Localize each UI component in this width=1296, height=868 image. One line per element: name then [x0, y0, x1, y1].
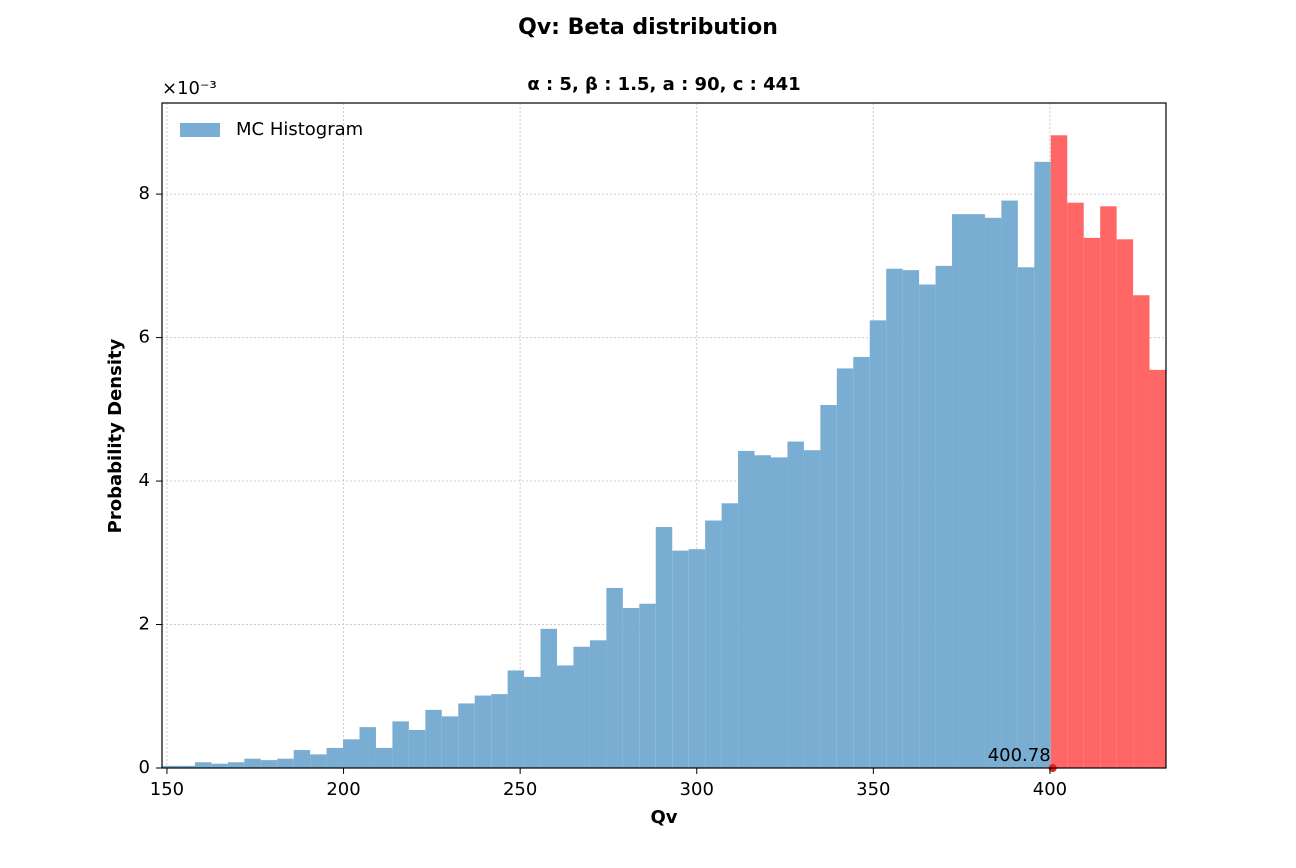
histogram-bar: [441, 716, 459, 768]
histogram-bar: [754, 455, 771, 768]
histogram-bar: [1017, 267, 1035, 768]
histogram-bar: [836, 368, 854, 768]
histogram-bar: [902, 270, 920, 768]
histogram-bar: [606, 587, 623, 768]
histogram-bar: [1050, 135, 1068, 768]
histogram-bar: [770, 457, 788, 768]
histogram-bar: [425, 709, 442, 768]
histogram-bar: [1149, 369, 1166, 768]
y-tick-label: 0: [139, 757, 150, 778]
y-axis-label: Probability Density: [105, 338, 126, 533]
histogram-bar: [392, 721, 409, 768]
y-tick-label: 6: [139, 327, 150, 348]
histogram-bar: [639, 603, 656, 768]
histogram-bar: [984, 217, 1002, 768]
histogram-bar: [326, 747, 344, 768]
histogram-bar: [1001, 200, 1018, 769]
y-tick-label: 4: [139, 470, 150, 491]
histogram-bar: [1116, 239, 1134, 768]
histogram-bar: [886, 268, 903, 768]
histogram-bar: [705, 520, 722, 768]
x-tick-label: 250: [503, 779, 537, 800]
histogram-bar: [310, 754, 327, 768]
histogram-bar: [1083, 237, 1101, 768]
histogram-bar: [968, 214, 985, 768]
histogram-bar: [820, 405, 837, 768]
y-tick-label: 2: [139, 614, 150, 635]
x-tick-label: 150: [150, 779, 184, 800]
histogram-bar: [655, 526, 673, 768]
y-tick-label: 8: [139, 183, 150, 204]
histogram-bar: [787, 441, 804, 768]
histogram-bar: [1034, 161, 1051, 768]
histogram-bar: [458, 703, 475, 768]
x-tick-label: 400: [1033, 779, 1067, 800]
legend-label: MC Histogram: [236, 119, 363, 140]
histogram-bar: [524, 676, 541, 768]
chart-subtitle: α : 5, β : 1.5, a : 90, c : 441: [527, 74, 800, 95]
histogram-bar: [935, 265, 953, 768]
histogram-bar: [244, 758, 261, 768]
histogram-bar: [853, 356, 870, 768]
histogram-bar: [194, 762, 212, 768]
histogram-bar: [408, 729, 426, 768]
histogram-bar: [211, 763, 228, 768]
histogram-bar: [573, 646, 590, 768]
histogram-bar: [474, 695, 492, 768]
histogram-bar: [1133, 295, 1150, 768]
plot-frame: [161, 102, 1167, 769]
histogram-bar: [1100, 206, 1117, 768]
histogram-bar: [952, 214, 969, 768]
histogram-bar: [277, 758, 294, 768]
histogram-bar: [178, 765, 195, 768]
histogram-bar: [507, 670, 525, 768]
histogram-bar: [491, 694, 508, 768]
histogram-bar: [293, 750, 311, 768]
histogram-bar: [869, 320, 887, 768]
x-tick-label: 300: [680, 779, 714, 800]
histogram-bar: [589, 640, 607, 768]
threshold-label: 400.78: [988, 745, 1051, 766]
x-axis-label: Qv: [650, 807, 677, 828]
histogram-bar: [1067, 202, 1084, 769]
histogram-bar: [343, 739, 360, 768]
histogram-bar: [375, 747, 393, 768]
histogram-bar: [803, 450, 821, 768]
histogram-bar: [227, 762, 245, 768]
legend-swatch: [180, 123, 220, 137]
histogram-bar: [919, 284, 936, 768]
y-offset-label: ×10⁻³: [162, 78, 217, 99]
histogram-bar: [721, 503, 739, 768]
histogram-bar: [162, 765, 179, 768]
histogram-bar: [260, 760, 278, 768]
chart-title: Qv: Beta distribution: [518, 15, 778, 40]
histogram-bar: [672, 550, 689, 768]
histogram-bar: [688, 549, 706, 768]
histogram-bar: [359, 727, 376, 768]
histogram-bar: [557, 665, 574, 768]
x-tick-label: 350: [856, 779, 890, 800]
x-tick-label: 200: [326, 779, 360, 800]
histogram-bar: [622, 608, 640, 768]
histogram-bar: [540, 628, 558, 768]
histogram-bar: [738, 450, 755, 768]
